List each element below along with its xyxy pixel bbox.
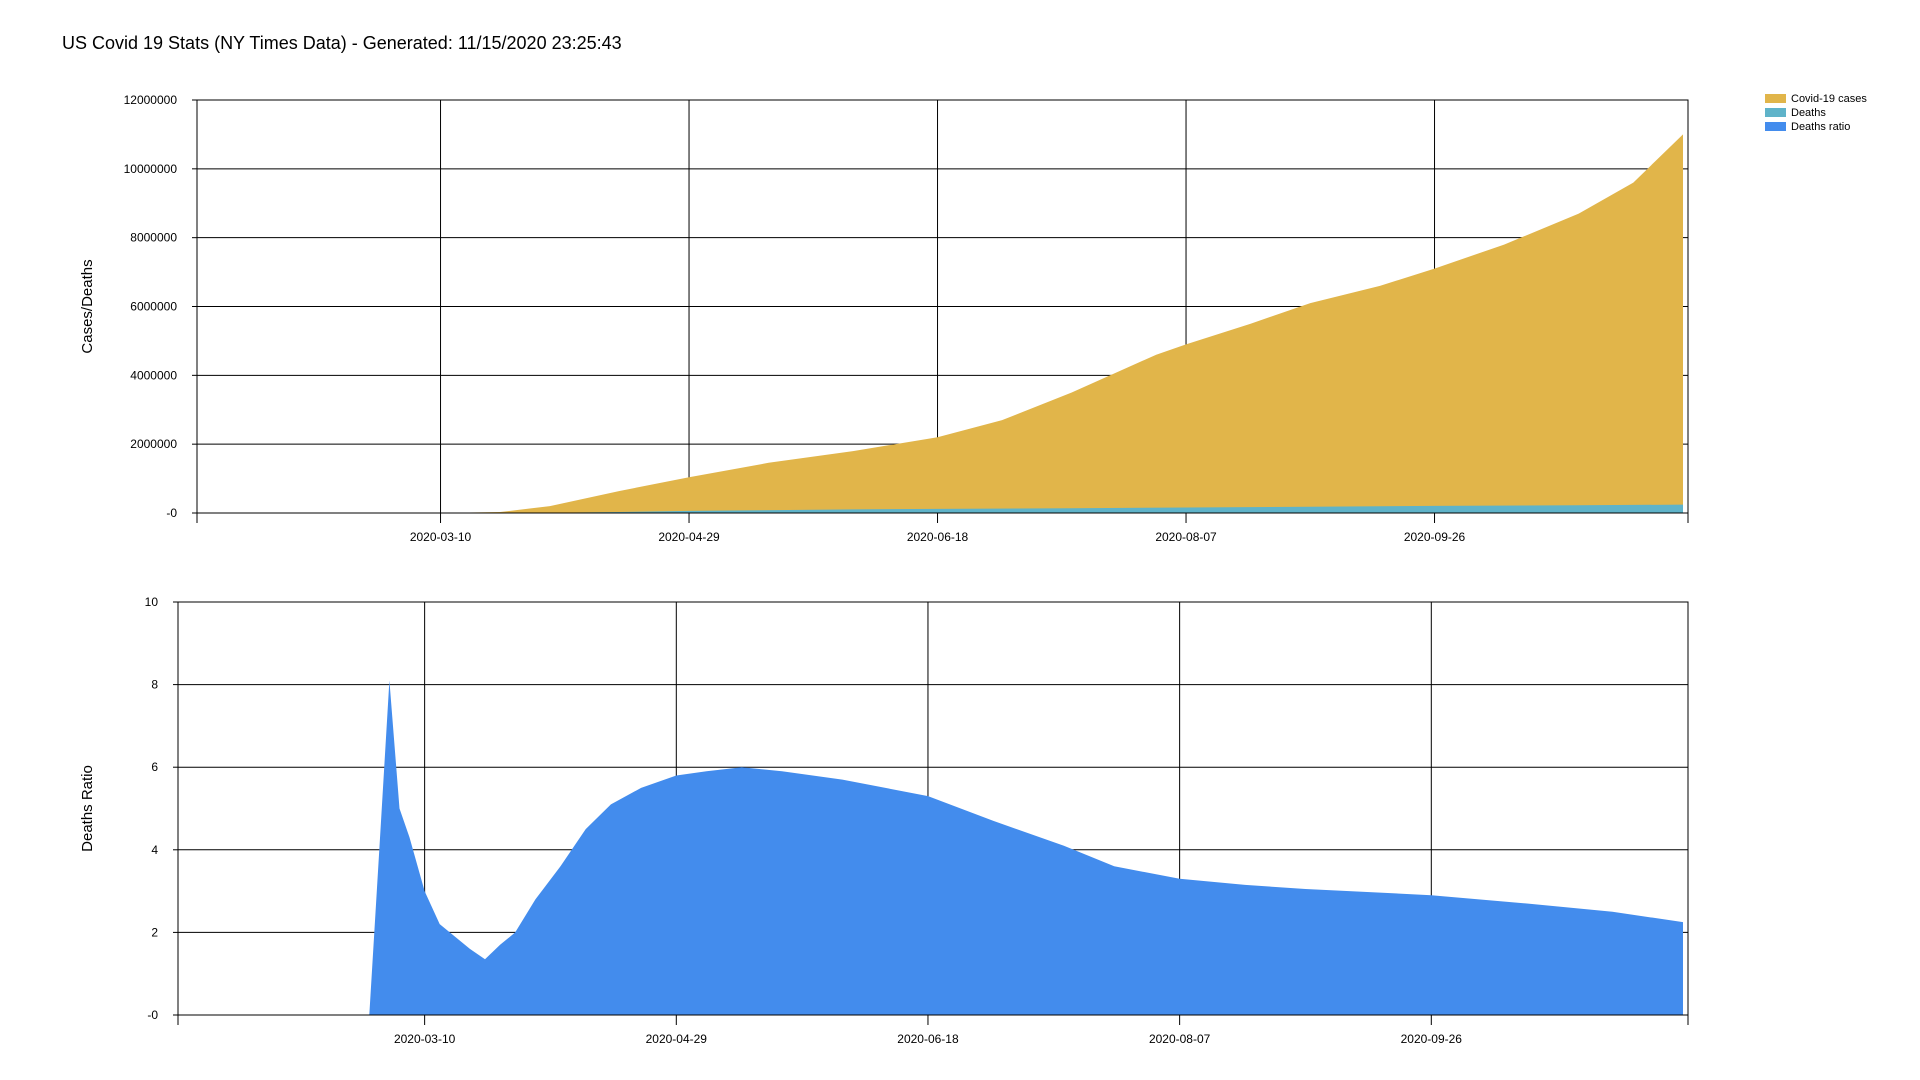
y-tick-label: -0 — [147, 1008, 158, 1022]
x-tick-label: 2020-04-29 — [646, 1032, 708, 1046]
y-tick-label: -0 — [166, 506, 177, 520]
covid-19-cases-area — [440, 134, 1683, 513]
legend-swatch — [1765, 94, 1786, 103]
x-tick-label: 2020-06-18 — [897, 1032, 959, 1046]
y-tick-label: 6000000 — [130, 300, 177, 314]
y-axis-title: Deaths Ratio — [79, 765, 96, 852]
x-tick-label: 2020-03-10 — [394, 1032, 456, 1046]
y-tick-label: 2 — [151, 925, 158, 939]
cases-deaths-chart: -0 2000000 4000000 6000000 8000000 10000000 12… — [79, 93, 1689, 544]
x-tick-label: 2020-06-18 — [907, 530, 969, 544]
y-tick-label: 8 — [151, 678, 158, 692]
y-tick-label: 8000000 — [130, 231, 177, 245]
y-tick-label: 10000000 — [124, 162, 178, 176]
legend-swatch — [1765, 122, 1786, 131]
x-tick-label: 2020-03-10 — [410, 530, 472, 544]
legend-label: Deaths — [1791, 107, 1826, 119]
deaths-ratio-area — [369, 680, 1683, 1015]
legend-label: Covid-19 cases — [1791, 93, 1867, 105]
legend: Covid-19 cases Deaths Deaths ratio — [1765, 93, 1867, 133]
y-tick-label: 6 — [151, 760, 158, 774]
deaths-area — [440, 504, 1683, 513]
x-tick-label: 2020-09-26 — [1401, 1032, 1463, 1046]
deaths-ratio-chart: -0 2 4 6 8 10 2020-03-10 2020-04-29 2020-06-18 20… — [79, 595, 1689, 1046]
y-tick-label: 4000000 — [130, 368, 177, 382]
legend-label: Deaths ratio — [1791, 121, 1850, 133]
y-tick-label: 4 — [151, 843, 158, 857]
y-tick-label: 10 — [145, 595, 159, 609]
x-tick-label: 2020-08-07 — [1155, 530, 1217, 544]
y-tick-label: 2000000 — [130, 437, 177, 451]
x-tick-label: 2020-09-26 — [1404, 530, 1466, 544]
plot-border-1 — [196, 99, 1689, 514]
x-tick-label: 2020-08-07 — [1149, 1032, 1211, 1046]
plot-border-2 — [177, 601, 1689, 1016]
page-title: US Covid 19 Stats (NY Times Data) - Gene… — [62, 33, 622, 53]
y-axis-title: Cases/Deaths — [79, 259, 96, 353]
y-tick-label: 12000000 — [124, 93, 178, 107]
legend-swatch — [1765, 108, 1786, 117]
x-tick-label: 2020-04-29 — [658, 530, 720, 544]
